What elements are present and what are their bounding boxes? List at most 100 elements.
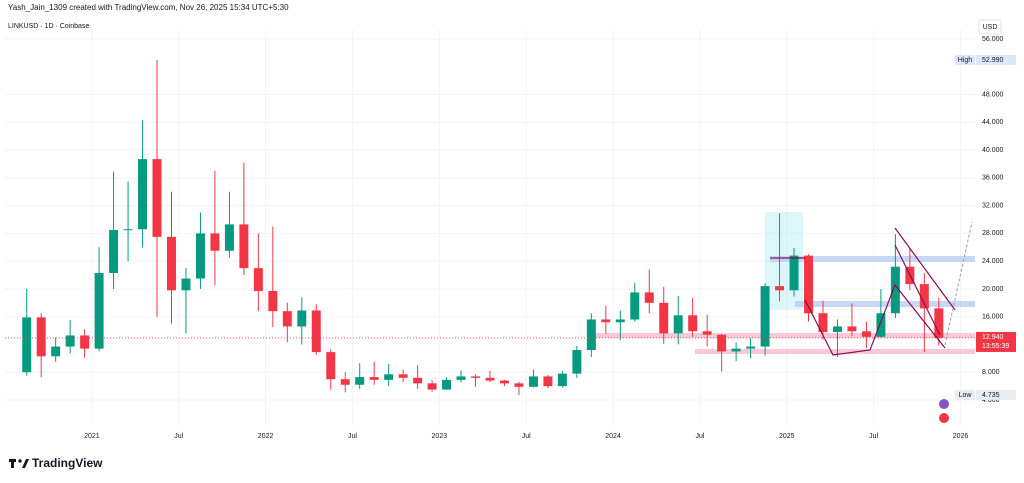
- brand: TradingView: [9, 456, 103, 470]
- candle-body: [572, 350, 582, 374]
- y-tick-label: 32.000: [982, 202, 1004, 209]
- currency: USD: [983, 24, 998, 31]
- candle-body: [528, 376, 538, 387]
- candle-body: [138, 159, 148, 230]
- axes: 4.000 8.000 16.000 20.000 24.000 28.000 32.000…: [84, 36, 1003, 440]
- marker-value-box: [976, 389, 1016, 400]
- candle-body: [355, 377, 365, 385]
- last-price-label: 12.940: [982, 334, 1004, 341]
- candle-body: [485, 377, 495, 381]
- price-axis: [975, 0, 1024, 483]
- candles: [22, 59, 944, 395]
- trend-line: [804, 283, 946, 356]
- logo: [11, 459, 14, 468]
- y-tick-label: 4.000: [982, 397, 1000, 404]
- candle-body: [746, 346, 756, 349]
- candle-body: [36, 317, 46, 357]
- candle-body: [919, 284, 929, 309]
- candle-body: [195, 233, 205, 279]
- candle-body: [717, 334, 727, 352]
- candle-body: [615, 319, 625, 323]
- x-tick-label: 2022: [258, 433, 274, 440]
- candle-body: [109, 229, 119, 273]
- candle-body: [442, 379, 452, 390]
- candle-body: [326, 352, 336, 380]
- candle-body: [586, 319, 596, 351]
- candle-body: [181, 278, 191, 291]
- projection: [944, 221, 973, 346]
- candle-body: [282, 311, 292, 327]
- candle-body: [152, 159, 162, 237]
- y-tick-label: 36.000: [982, 175, 1004, 182]
- y-tick-label: 16.000: [982, 314, 1004, 321]
- candle-body: [543, 376, 553, 387]
- marker-value: 4.735: [982, 392, 1000, 399]
- y-tick-label: 8.000: [982, 369, 1000, 376]
- last-price-box: [976, 331, 1016, 352]
- candle-body: [210, 233, 220, 251]
- candle-body: [630, 292, 640, 320]
- candle-body: [51, 346, 61, 357]
- candle-body: [311, 310, 321, 353]
- candle-body: [499, 380, 509, 384]
- icon: [939, 413, 949, 423]
- candle-body: [94, 272, 104, 349]
- zone: [795, 301, 975, 307]
- logo: [22, 459, 29, 468]
- candle-body: [818, 313, 828, 332]
- x-tick-label: 2024: [605, 433, 621, 440]
- candle-body: [775, 286, 785, 291]
- candle-body: [832, 326, 842, 332]
- candle-body: [224, 224, 234, 251]
- icon: [939, 399, 949, 409]
- marker-value-box: [976, 54, 1016, 65]
- candle-body: [268, 291, 278, 312]
- candle-body: [514, 383, 524, 387]
- candle-body: [659, 302, 669, 334]
- pattern-lines: [770, 227, 956, 356]
- y-tick-label: 24.000: [982, 258, 1004, 265]
- candle-body: [80, 335, 90, 349]
- x-tick-label: 2026: [953, 433, 969, 440]
- marker-box: [955, 389, 975, 400]
- candle-body: [340, 379, 350, 385]
- x-tick-label: 2025: [779, 433, 795, 440]
- candle-body: [413, 377, 423, 384]
- candle-body: [123, 229, 133, 231]
- candle-body: [789, 255, 799, 291]
- countdown: 13:55:39: [982, 343, 1009, 350]
- y-tick-label: 44.000: [982, 119, 1004, 126]
- marker-name: High: [958, 57, 973, 64]
- header: Yash_Jain_1309 created with TradingView.…: [8, 3, 289, 12]
- x-tick-label: Jul: [174, 433, 183, 440]
- trend-line: [894, 244, 941, 336]
- candle-body: [369, 377, 379, 380]
- zone: [770, 256, 975, 262]
- y-tick-label: 48.000: [982, 91, 1004, 98]
- candle-body: [847, 326, 857, 332]
- currency-box: [978, 19, 1002, 35]
- candle-body: [702, 331, 712, 335]
- candle-body: [688, 315, 698, 332]
- grid: [5, 30, 975, 425]
- candle-body: [253, 268, 263, 292]
- y-tick-label: 56.000: [982, 36, 1004, 43]
- candle-body: [167, 236, 176, 291]
- candle-body: [239, 224, 249, 269]
- y-tick-label: 20.000: [982, 286, 1004, 293]
- candle-body: [804, 255, 813, 314]
- candle-body: [557, 373, 567, 387]
- zone: [590, 333, 975, 338]
- candle-body: [456, 376, 466, 380]
- candle-body: [384, 374, 394, 380]
- candle-body: [644, 292, 654, 303]
- candle-body: [760, 286, 770, 347]
- candle-body: [934, 308, 944, 338]
- candle-body: [731, 348, 741, 352]
- x-tick-label: Jul: [348, 433, 357, 440]
- candle-body: [398, 374, 408, 378]
- zone: [695, 349, 975, 354]
- x-tick-label: Jul: [695, 433, 704, 440]
- candle-body: [65, 335, 75, 347]
